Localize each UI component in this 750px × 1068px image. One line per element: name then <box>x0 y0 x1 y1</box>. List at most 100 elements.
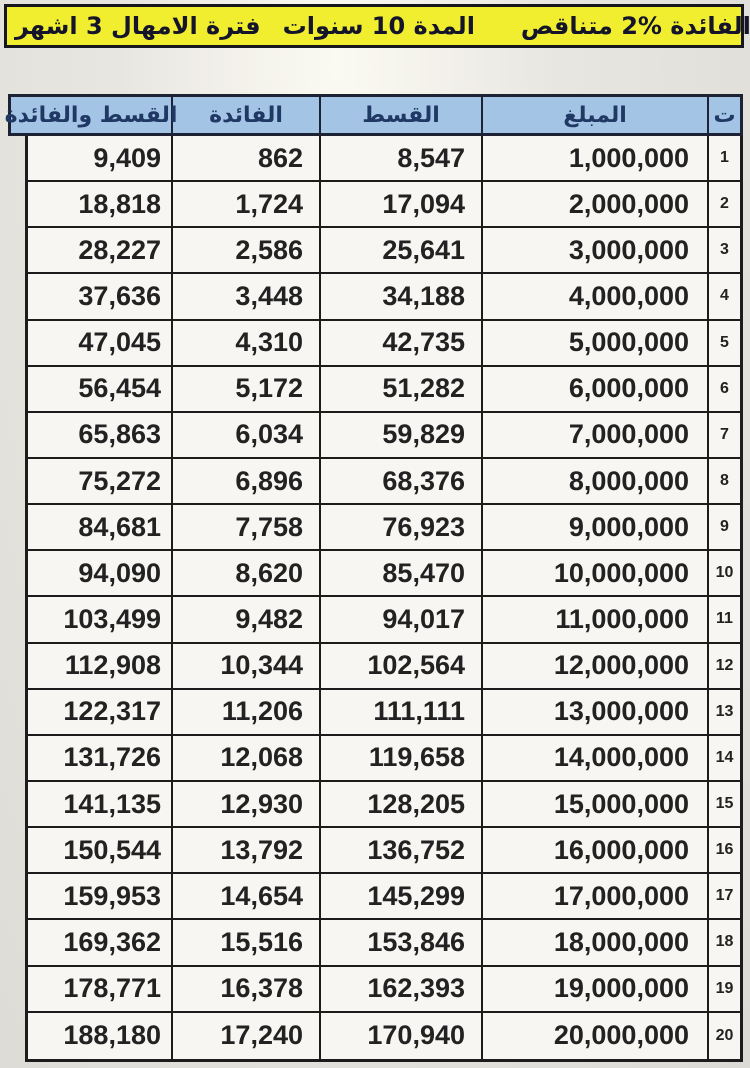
cell-num: 4 <box>720 287 729 305</box>
cell-total: 122,317 <box>28 689 173 734</box>
cell-installment: 136,752 <box>321 828 483 873</box>
table-row: 188,180 17,240 170,940 20,000,000 20 <box>28 1012 740 1059</box>
cell-interest: 6,034 <box>173 412 321 457</box>
cell-total: 188,180 <box>28 1012 173 1059</box>
column-header-amount: المبلغ <box>483 97 709 133</box>
table-body: 9,409 862 8,547 1,000,000 1 18,818 1,724 17,094… <box>25 136 743 1062</box>
cell-total: 9,409 <box>28 136 173 181</box>
cell-num: 15 <box>715 795 734 813</box>
cell-num: 10 <box>715 564 734 582</box>
cell-amount: 4,000,000 <box>483 274 709 319</box>
cell-interest: 1,724 <box>173 182 321 227</box>
cell-num: 18 <box>715 933 734 951</box>
cell-amount: 8,000,000 <box>483 458 709 504</box>
cell-installment: 68,376 <box>321 458 483 504</box>
column-header-rownum: ت <box>713 102 736 128</box>
cell-interest: 4,310 <box>173 320 321 365</box>
cell-interest: 7,758 <box>173 505 321 550</box>
cell-interest: 9,482 <box>173 597 321 642</box>
cell-total: 18,818 <box>28 182 173 227</box>
cell-interest: 14,654 <box>173 874 321 919</box>
table-row: 56,454 5,172 51,282 6,000,000 6 <box>28 366 740 413</box>
table-row: 112,908 10,344 102,564 12,000,000 12 <box>28 643 740 690</box>
cell-total: 56,454 <box>28 366 173 411</box>
cell-installment: 94,017 <box>321 597 483 642</box>
cell-amount: 20,000,000 <box>483 1012 709 1059</box>
cell-num: 9 <box>720 518 729 536</box>
cell-num: 1 <box>720 149 729 167</box>
table-row: 18,818 1,724 17,094 2,000,000 2 <box>28 182 740 229</box>
table-row: 65,863 6,034 59,829 7,000,000 7 <box>28 412 740 459</box>
cell-installment: 102,564 <box>321 643 483 688</box>
column-header-total: القسط والفائدة <box>5 97 177 133</box>
cell-total: 150,544 <box>28 828 173 873</box>
cell-installment: 17,094 <box>321 182 483 227</box>
cell-installment: 76,923 <box>321 505 483 550</box>
table-row: 75,272 6,896 68,376 8,000,000 8 <box>28 458 740 506</box>
table-row: 28,227 2,586 25,641 3,000,000 3 <box>28 228 740 275</box>
table-row: 178,771 16,378 162,393 19,000,000 19 <box>28 966 740 1013</box>
cell-interest: 11,206 <box>173 689 321 734</box>
cell-amount: 7,000,000 <box>483 412 709 457</box>
cell-amount: 10,000,000 <box>483 551 709 596</box>
cell-installment: 162,393 <box>321 966 483 1011</box>
cell-num: 19 <box>715 979 734 997</box>
cell-num: 2 <box>720 195 729 213</box>
cell-interest: 6,896 <box>173 458 321 504</box>
cell-installment: 59,829 <box>321 412 483 457</box>
cell-total: 141,135 <box>28 781 173 827</box>
cell-total: 65,863 <box>28 412 173 457</box>
cell-amount: 6,000,000 <box>483 366 709 411</box>
banner-duration-terms: المدة 10 سنوات <box>282 12 475 40</box>
table-row: 94,090 8,620 85,470 10,000,000 10 <box>28 551 740 598</box>
cell-num: 14 <box>715 748 734 766</box>
cell-num: 11 <box>716 610 733 628</box>
table-row: 150,544 13,792 136,752 16,000,000 16 <box>28 828 740 875</box>
table-row: 103,499 9,482 94,017 11,000,000 11 <box>28 597 740 644</box>
table-row: 47,045 4,310 42,735 5,000,000 5 <box>28 320 740 367</box>
cell-total: 28,227 <box>28 228 173 273</box>
cell-num: 20 <box>715 1026 734 1044</box>
cell-amount: 16,000,000 <box>483 828 709 873</box>
table-row: 9,409 862 8,547 1,000,000 1 <box>28 136 740 183</box>
cell-total: 103,499 <box>28 597 173 642</box>
cell-total: 37,636 <box>28 274 173 319</box>
cell-installment: 51,282 <box>321 366 483 411</box>
table-header: القسط والفائدة الفائدة القسط المبلغ ت <box>5 94 743 136</box>
column-header-interest: الفائدة <box>173 97 321 133</box>
cell-num: 12 <box>715 656 734 674</box>
cell-installment: 119,658 <box>321 735 483 780</box>
cell-amount: 12,000,000 <box>483 643 709 688</box>
cell-num: 7 <box>720 425 729 443</box>
cell-installment: 25,641 <box>321 228 483 273</box>
column-header-installment: القسط <box>321 97 483 133</box>
cell-installment: 170,940 <box>321 1012 483 1059</box>
table-row: 169,362 15,516 153,846 18,000,000 18 <box>28 920 740 967</box>
cell-amount: 17,000,000 <box>483 874 709 919</box>
cell-total: 75,272 <box>28 458 173 504</box>
cell-interest: 862 <box>173 136 321 181</box>
table-row: 84,681 7,758 76,923 9,000,000 9 <box>28 505 740 552</box>
cell-num: 13 <box>715 702 734 720</box>
cell-total: 131,726 <box>28 735 173 780</box>
cell-installment: 8,547 <box>321 136 483 181</box>
cell-installment: 42,735 <box>321 320 483 365</box>
table-row: 122,317 11,206 111,111 13,000,000 13 <box>28 689 740 736</box>
cell-amount: 14,000,000 <box>483 735 709 780</box>
cell-total: 84,681 <box>28 505 173 550</box>
cell-num: 6 <box>720 379 729 397</box>
table-row: 159,953 14,654 145,299 17,000,000 17 <box>28 874 740 921</box>
cell-total: 169,362 <box>28 920 173 965</box>
cell-total: 94,090 <box>28 551 173 596</box>
cell-interest: 12,930 <box>173 781 321 827</box>
cell-total: 112,908 <box>28 643 173 688</box>
cell-num: 17 <box>715 887 734 905</box>
cell-installment: 153,846 <box>321 920 483 965</box>
cell-total: 178,771 <box>28 966 173 1011</box>
cell-amount: 15,000,000 <box>483 781 709 827</box>
cell-amount: 5,000,000 <box>483 320 709 365</box>
table-row: 141,135 12,930 128,205 15,000,000 15 <box>28 781 740 829</box>
cell-interest: 13,792 <box>173 828 321 873</box>
cell-installment: 111,111 <box>321 689 483 734</box>
